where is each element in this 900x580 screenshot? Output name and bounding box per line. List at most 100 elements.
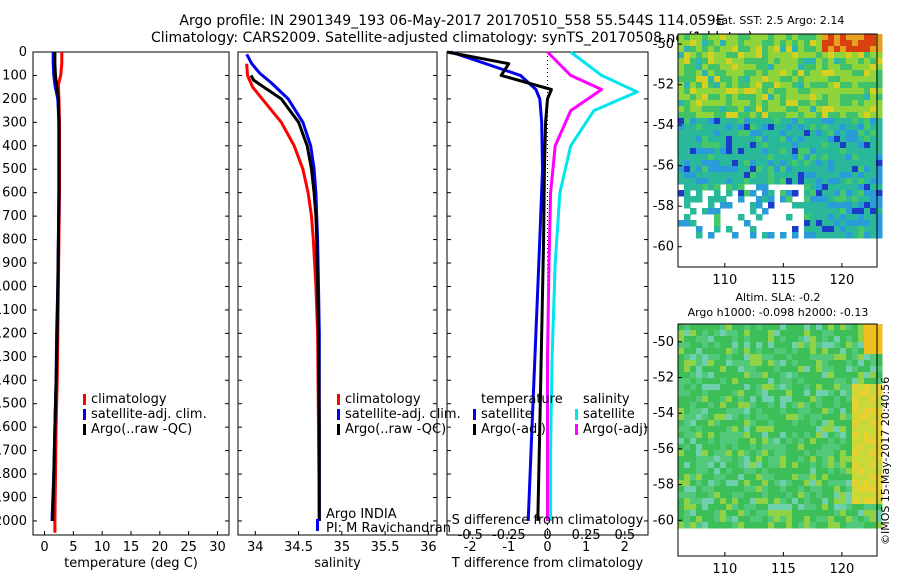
map-cell	[834, 450, 841, 457]
map-cell	[828, 354, 835, 361]
map-cell	[786, 378, 793, 385]
map-cell	[816, 172, 823, 179]
map-cell	[756, 384, 763, 391]
map-cell	[768, 402, 775, 409]
map-cell	[864, 166, 871, 173]
map-cell	[684, 184, 691, 191]
map-cell	[696, 58, 703, 65]
map-cell	[798, 372, 805, 379]
map-cell	[804, 408, 811, 415]
map-cell	[870, 160, 877, 167]
map-cell	[708, 112, 715, 119]
map-cell	[858, 58, 865, 65]
map-cell	[696, 160, 703, 167]
map-cell	[804, 178, 811, 185]
map-cell	[792, 190, 799, 197]
map-cell	[714, 468, 721, 475]
map-cell	[768, 462, 775, 469]
map-cell	[678, 46, 685, 53]
map-cell	[714, 444, 721, 451]
map-cell	[768, 516, 775, 523]
map-cell	[870, 516, 877, 523]
map-cell	[678, 498, 685, 505]
map-cell	[738, 402, 745, 409]
map-cell	[792, 330, 799, 337]
map-cell	[828, 214, 835, 221]
map-cell	[798, 136, 805, 143]
map-cell	[774, 94, 781, 101]
map-cell	[852, 510, 859, 517]
map-cell	[786, 112, 793, 119]
map-cell	[762, 100, 769, 107]
map-cell	[696, 378, 703, 385]
map-y-tick-label: -52	[653, 78, 674, 93]
map-cell	[690, 384, 697, 391]
map-cell	[738, 142, 745, 149]
map-cell	[786, 360, 793, 367]
map-cell	[720, 396, 727, 403]
map-y-tick-label: -60	[653, 513, 674, 528]
map-cell	[846, 330, 853, 337]
map-cell	[840, 214, 847, 221]
map-cell	[876, 166, 883, 173]
map-cell	[708, 118, 715, 125]
map-cell	[768, 130, 775, 137]
map-cell	[828, 390, 835, 397]
map-cell	[816, 202, 823, 209]
map-cell	[798, 142, 805, 149]
map-cell	[714, 324, 721, 331]
map-cell	[756, 106, 763, 113]
map-cell	[738, 106, 745, 113]
map-cell	[780, 378, 787, 385]
map-cell	[852, 46, 859, 53]
map-cell	[876, 354, 883, 361]
series-line-climatology	[245, 63, 321, 521]
map-cell	[846, 40, 853, 47]
map-cell	[744, 462, 751, 469]
map-cell	[744, 360, 751, 367]
map-cell	[744, 82, 751, 89]
map-cell	[876, 82, 883, 89]
salinity-marker	[316, 519, 319, 531]
map-cell	[756, 492, 763, 499]
map-cell	[828, 70, 835, 77]
map-cell	[714, 426, 721, 433]
map-cell	[678, 480, 685, 487]
map-cell	[846, 196, 853, 203]
map-cell	[684, 498, 691, 505]
map-cell	[768, 420, 775, 427]
map-cell	[678, 130, 685, 137]
map-cell	[780, 510, 787, 517]
map-cell	[810, 100, 817, 107]
map-cell	[714, 498, 721, 505]
map-cell	[816, 94, 823, 101]
map-cell	[768, 178, 775, 185]
map-cell	[774, 172, 781, 179]
map-cell	[792, 40, 799, 47]
map-cell	[678, 456, 685, 463]
map-cell	[732, 390, 739, 397]
map-cell	[846, 70, 853, 77]
map-cell	[774, 52, 781, 59]
map-cell	[864, 154, 871, 161]
map-cell	[828, 154, 835, 161]
map-cell	[798, 444, 805, 451]
map-cell	[786, 492, 793, 499]
map-cell	[726, 468, 733, 475]
map-cell	[738, 414, 745, 421]
map-cell	[840, 82, 847, 89]
x-tick-label: 35.5	[371, 540, 400, 555]
map-cell	[810, 124, 817, 131]
map-cell	[786, 450, 793, 457]
map-cell	[822, 474, 829, 481]
map-cell	[702, 360, 709, 367]
map-cell	[750, 384, 757, 391]
map-cell	[726, 450, 733, 457]
map-cell	[732, 330, 739, 337]
map-cell	[816, 348, 823, 355]
map-cell	[828, 456, 835, 463]
map-cell	[870, 154, 877, 161]
map-cell	[864, 202, 871, 209]
map-cell	[750, 112, 757, 119]
map-cell	[858, 480, 865, 487]
